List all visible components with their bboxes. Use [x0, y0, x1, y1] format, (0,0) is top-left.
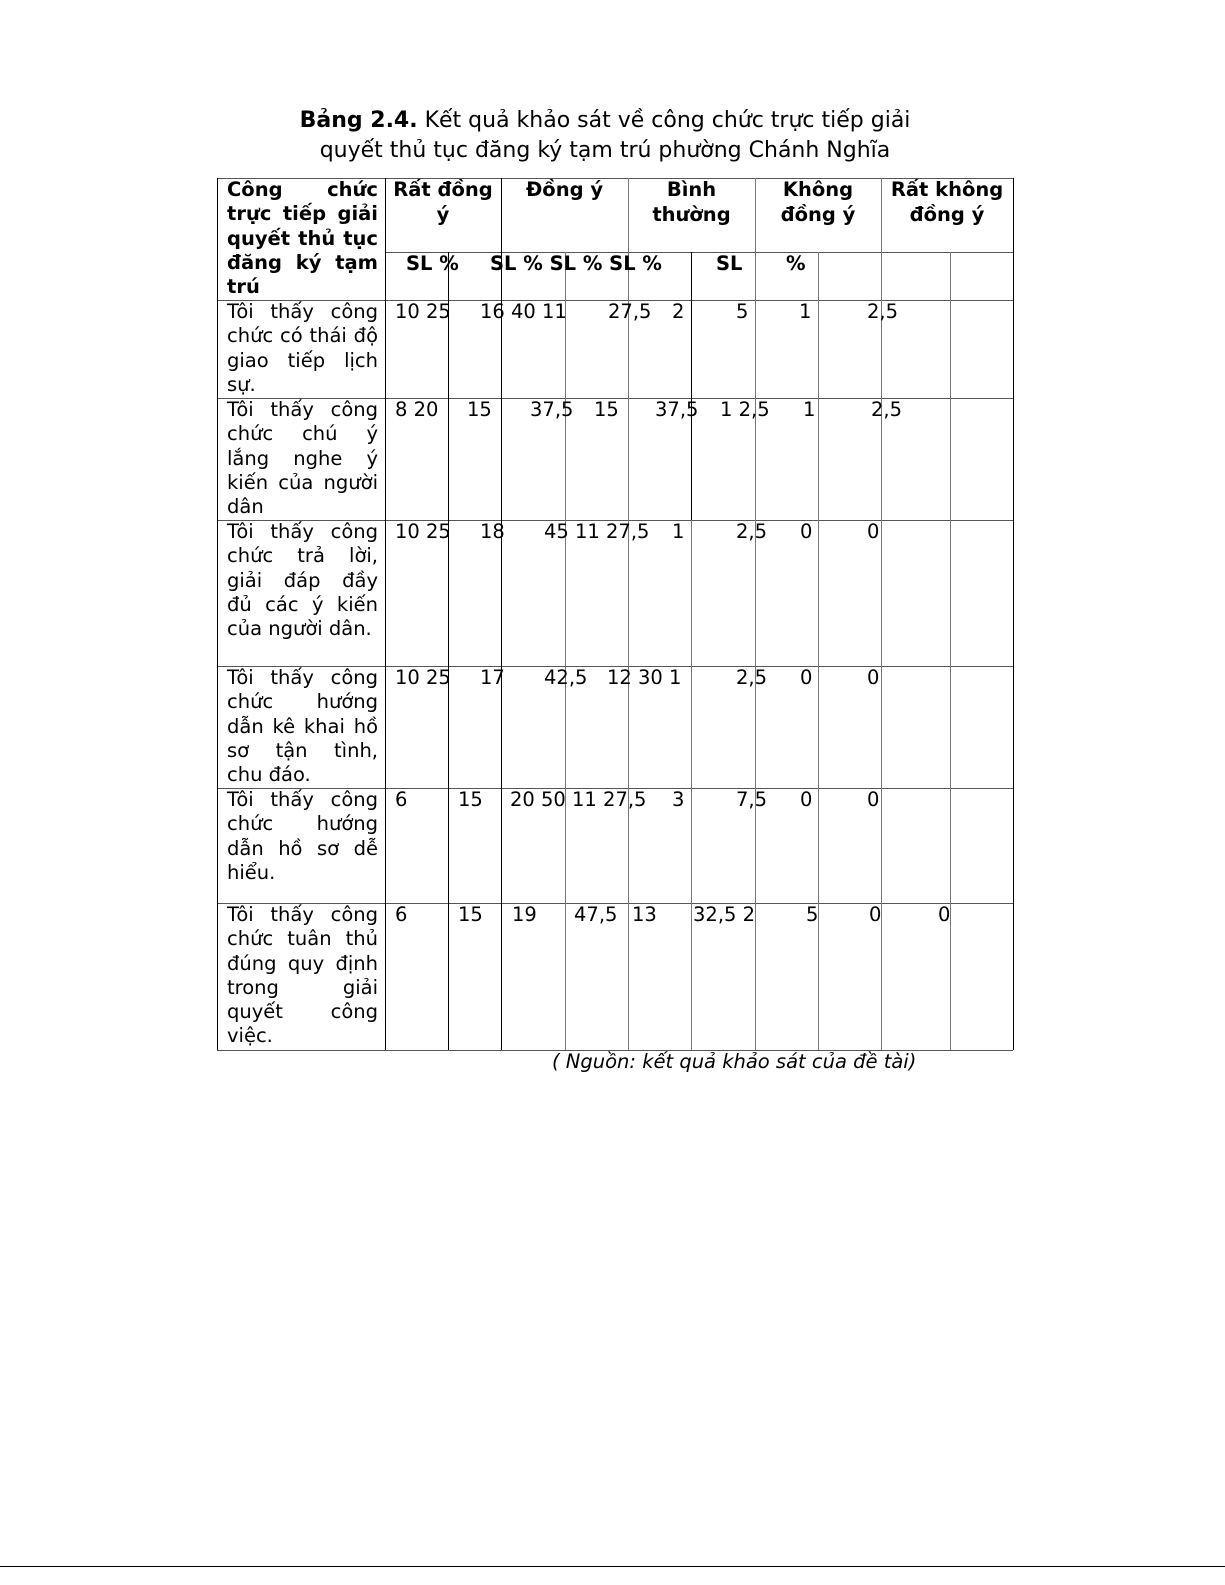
column-divider: [950, 252, 951, 1050]
table-cell: 0: [869, 903, 882, 926]
row-label: Tôi thấy công chức hướng dẫn hồ sơ dễ hi…: [227, 788, 378, 884]
row-label: Tôi thấy công chức hướng dẫn kê khai hồ …: [227, 666, 378, 787]
column-divider: [448, 252, 449, 1050]
column-divider: [881, 178, 882, 1050]
row-divider: [217, 178, 1013, 179]
row-label: Tôi thấy công chức tuân thủ đúng quy địn…: [227, 903, 378, 1048]
table-cell: 37,5: [530, 398, 574, 421]
table-cell: 2,5: [867, 300, 899, 323]
table-cell: 2,5: [736, 666, 768, 689]
table-cell: 0: [867, 788, 880, 811]
table-cell: 2,5: [736, 520, 768, 543]
table-cell: 12 30 1: [607, 666, 682, 689]
column-divider: [691, 252, 692, 520]
table-cell: 1: [672, 520, 685, 543]
table-cell: 6: [395, 903, 408, 926]
row-divider: [217, 300, 1013, 301]
source-note: ( Nguồn: kết quả khảo sát của đề tài): [552, 1050, 917, 1073]
table-cell: 1 2,5: [720, 398, 770, 421]
column-divider: [1013, 178, 1014, 1050]
table-cell: 47,5: [574, 903, 618, 926]
table-cell: 10 25: [395, 666, 451, 689]
column-divider: [385, 178, 386, 1050]
table-cell: 0: [800, 666, 813, 689]
column-divider: [501, 178, 502, 1050]
row-label: Tôi thấy công chức có thái độ giao tiếp …: [227, 300, 378, 396]
row-label: Tôi thấy công chức trả lời, giải đáp đầy…: [227, 520, 378, 641]
table-cell: 0: [800, 520, 813, 543]
row-divider: [385, 252, 1013, 253]
table-cell: 20 50 11 27,5: [510, 788, 647, 811]
table-cell: 3: [672, 788, 685, 811]
table-cell: 27,5: [608, 300, 652, 323]
table-cell: 0: [867, 520, 880, 543]
row-label: Tôi thấy công chức chú ý lắng nghe ý kiế…: [227, 398, 378, 519]
caption-number: Bảng 2.4.: [299, 108, 418, 133]
table-cell: 6: [395, 788, 408, 811]
table-caption: Bảng 2.4. Kết quả khảo sát về công chức …: [200, 106, 1010, 166]
table-cell: 15: [467, 398, 492, 421]
column-divider: [818, 252, 819, 1050]
sub-header: SL % SL % SL %: [490, 252, 662, 275]
row-divider: [217, 520, 1013, 521]
table-cell: 15: [594, 398, 619, 421]
row-divider: [217, 398, 1013, 399]
table-cell: 15: [458, 903, 483, 926]
table-cell: 15: [458, 788, 483, 811]
table-cell: 2,5: [871, 398, 903, 421]
page-bottom-rule: [0, 1566, 1225, 1567]
sub-header: SL %: [406, 252, 459, 275]
group-header-rat-dong-y: Rất đồng ý: [393, 178, 493, 226]
row-divider: [217, 903, 1013, 904]
sub-header: SL: [716, 252, 743, 275]
column-divider: [691, 520, 692, 1050]
table-cell: 7,5: [736, 788, 768, 811]
table-cell: 10 25: [395, 520, 451, 543]
table-cell: 1: [803, 398, 816, 421]
column-divider: [755, 178, 756, 1050]
table-cell: 2: [672, 300, 685, 323]
row-divider: [217, 1050, 1013, 1051]
table-cell: 1: [799, 300, 812, 323]
table-cell: 32,5 2: [693, 903, 756, 926]
table-cell: 17: [480, 666, 505, 689]
table-cell: 5: [736, 300, 749, 323]
table-cell: 16 40 11: [480, 300, 567, 323]
table-cell: 37,5: [655, 398, 699, 421]
column-divider: [565, 252, 566, 1050]
group-header-binh-thuong: Bình thường: [652, 178, 731, 226]
caption-line2: quyết thủ tục đăng ký tạm trú phường Chá…: [319, 138, 891, 163]
row-divider: [217, 666, 1013, 667]
corner-header: Công chức trực tiếp giải quyết thủ tục đ…: [227, 178, 378, 299]
table-cell: 8 20: [395, 398, 439, 421]
group-header-dong-y: Đồng ý: [525, 178, 604, 201]
sub-header: %: [786, 252, 806, 275]
table-cell: 45 11 27,5: [544, 520, 650, 543]
table-cell: 0: [800, 788, 813, 811]
column-divider: [628, 178, 629, 1050]
table-cell: 42,5: [544, 666, 588, 689]
group-header-rat-khong-dong-y: Rất không đồng ý: [890, 178, 1004, 226]
table-cell: 5: [806, 903, 819, 926]
table-cell: 18: [480, 520, 505, 543]
table-cell: 0: [938, 903, 951, 926]
table-cell: 10 25: [395, 300, 451, 323]
column-divider: [217, 178, 218, 1050]
group-header-khong-dong-y: Không đồng ý: [780, 178, 856, 226]
row-divider: [217, 788, 1013, 789]
caption-line1: Kết quả khảo sát về công chức trực tiếp …: [417, 108, 911, 133]
table-cell: 13: [632, 903, 657, 926]
table-cell: 0: [867, 666, 880, 689]
table-cell: 19: [512, 903, 537, 926]
